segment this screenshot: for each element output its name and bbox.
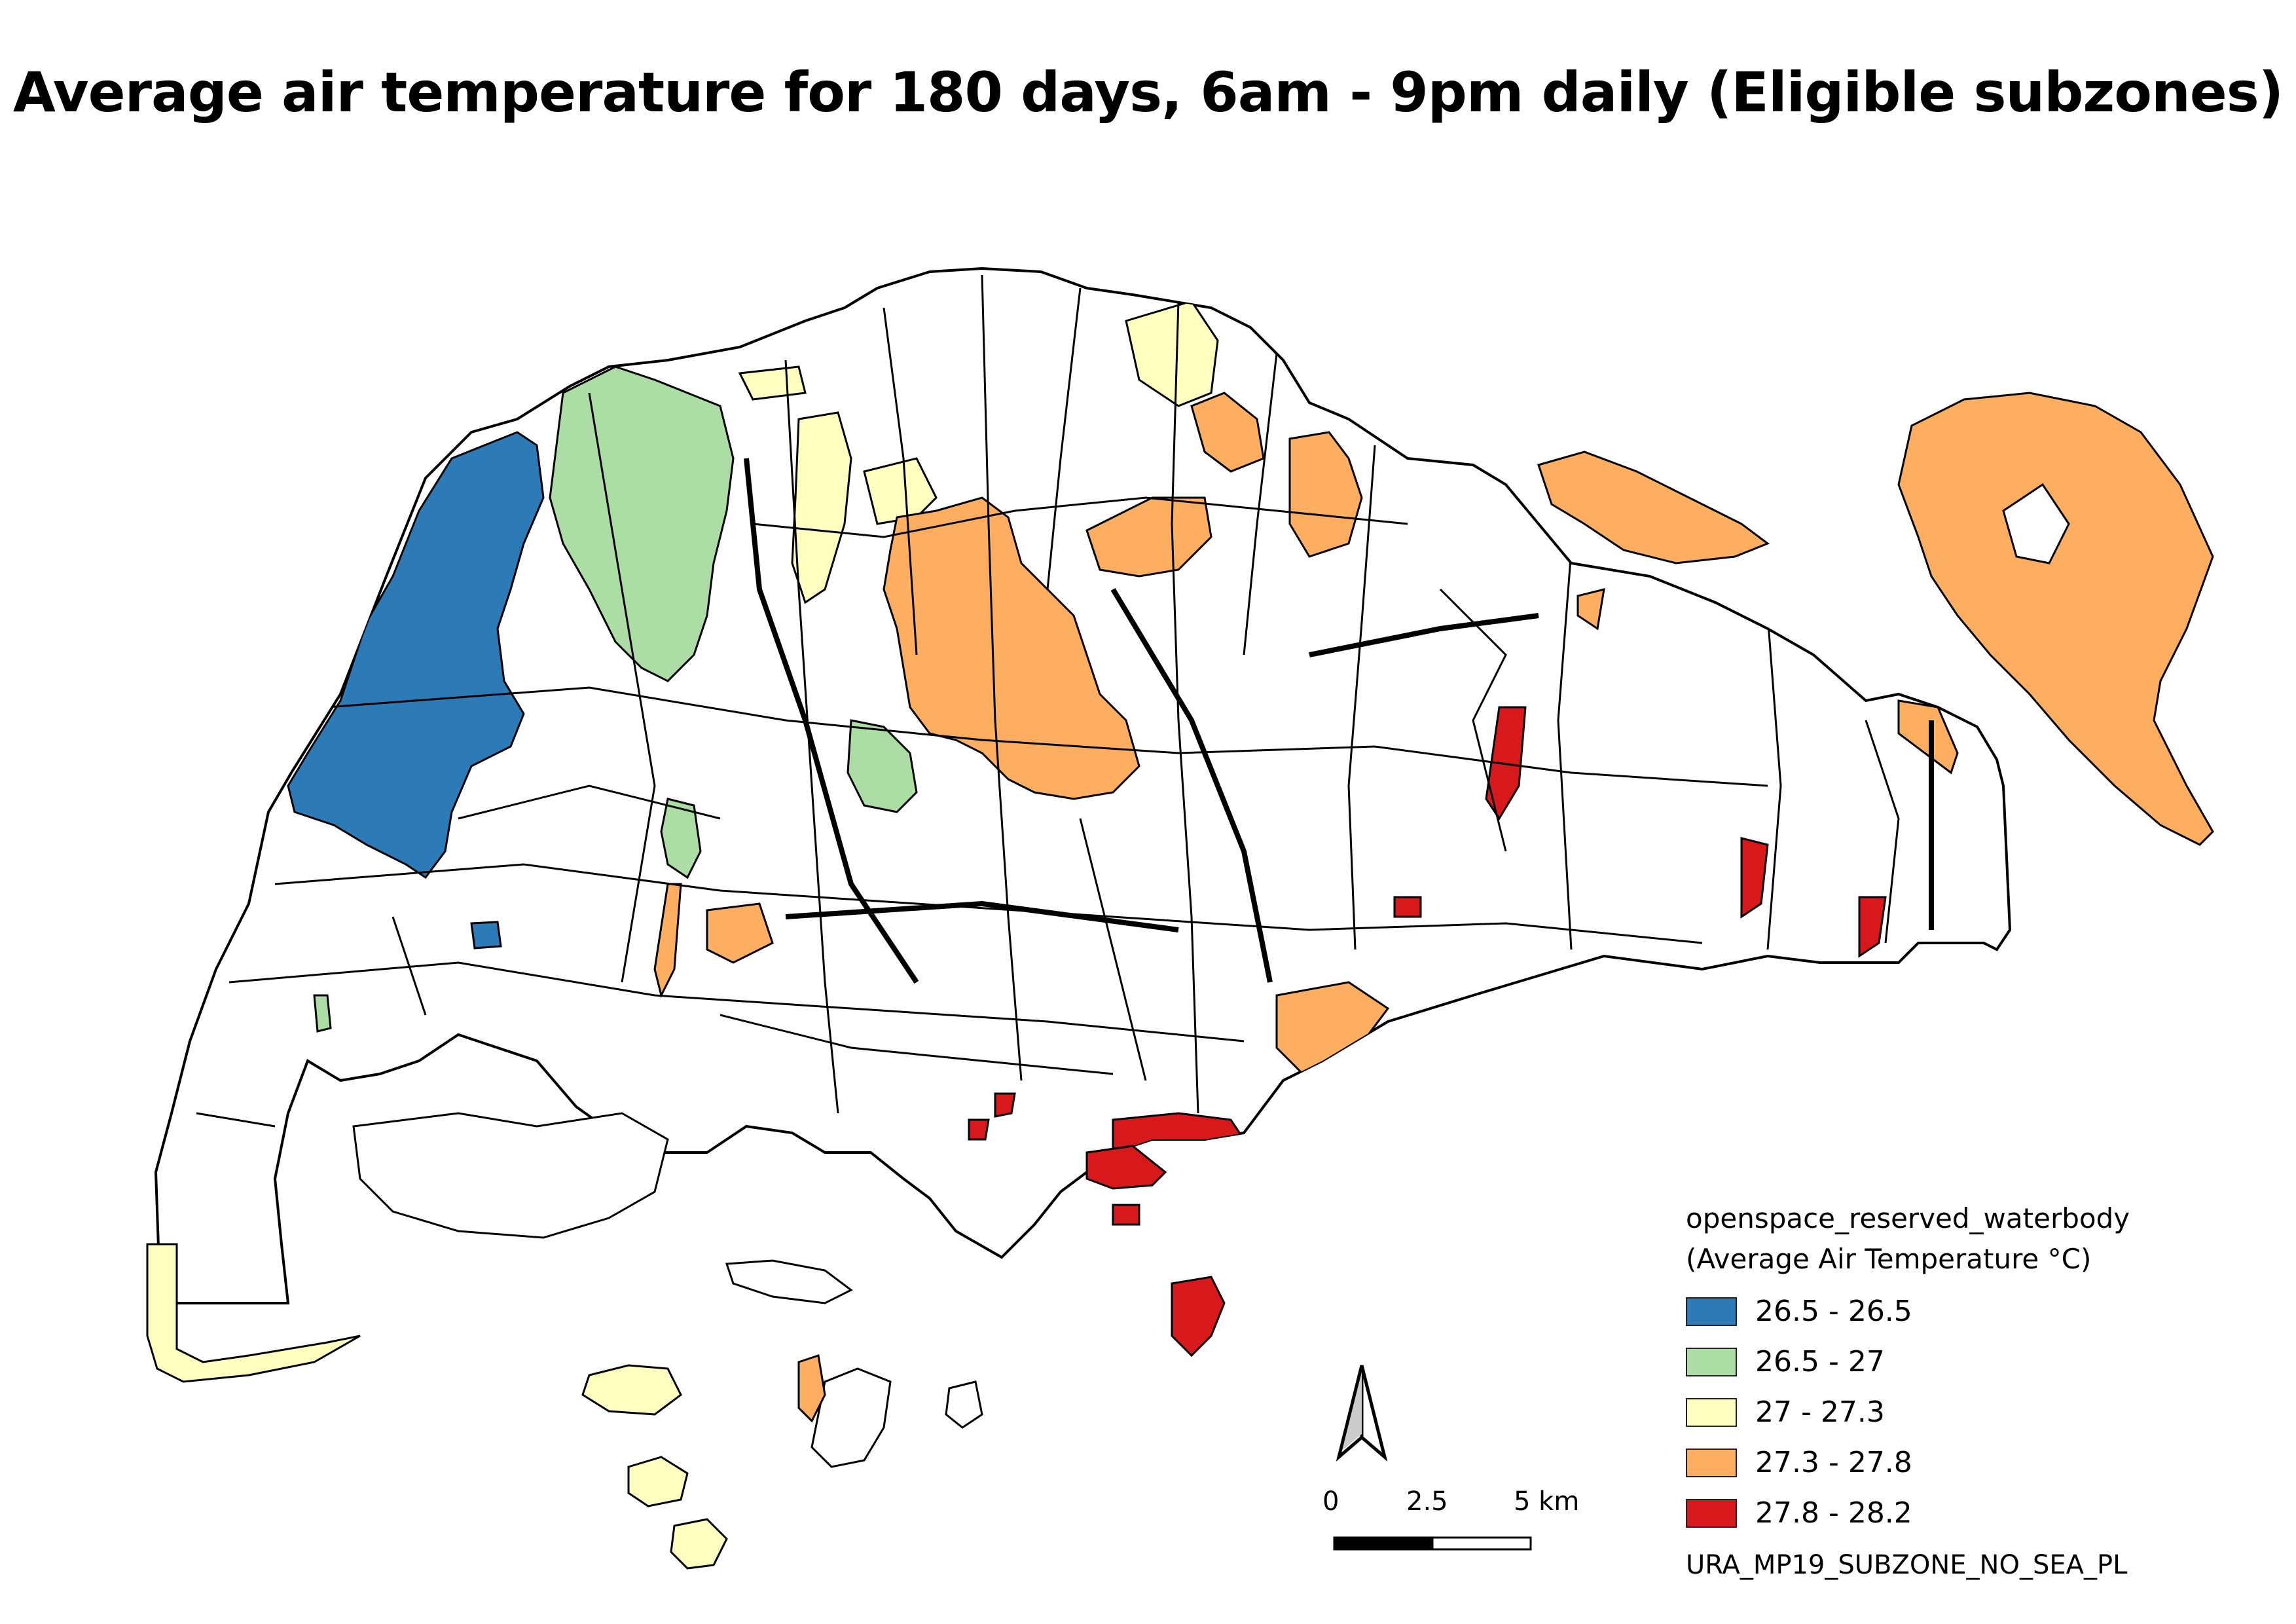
zone-red-south-west-small (994, 1092, 1016, 1118)
island-south-3 (945, 1380, 983, 1429)
zone-green-north-west (549, 365, 735, 682)
island-yellow-3 (670, 1518, 728, 1570)
island-tuas-yellow (146, 1243, 361, 1383)
zone-orange-west-1 (706, 902, 774, 964)
zone-red-east-small (1393, 896, 1422, 918)
island-red-sentosa (1085, 1145, 1167, 1190)
zone-red-changi-1 (1740, 837, 1769, 919)
legend-base-layer: URA_MP19_SUBZONE_NO_SEA_PL (1686, 1550, 2128, 1580)
legend-swatch (1686, 1297, 1737, 1326)
island-yellow-1 (581, 1364, 682, 1416)
legend-class-label: 26.5 - 26.5 (1755, 1295, 1912, 1328)
zone-orange-north-east-1 (1190, 392, 1265, 473)
legend-class-row: 27.3 - 27.8 (1686, 1437, 2262, 1488)
main-island-group (154, 267, 2012, 1304)
scale-label-5km: 5 km (1514, 1486, 1580, 1517)
legend-class-row: 26.5 - 27 (1686, 1337, 2262, 1387)
zone-yellow-north-1 (738, 365, 807, 401)
legend-swatch (1686, 1397, 1737, 1427)
scale-label-0: 0 (1322, 1486, 1339, 1517)
zone-yellow-north-3 (863, 457, 938, 525)
island-south-2 (811, 1367, 892, 1468)
zone-green-west-strip (660, 798, 702, 879)
legend-swatch (1686, 1347, 1737, 1376)
island-jurong (352, 1112, 669, 1239)
zone-orange-north-east-2 (1085, 496, 1212, 578)
island-red-south-2 (1112, 1204, 1140, 1226)
legend-class-label: 27 - 27.3 (1755, 1395, 1885, 1429)
legend-swatch (1686, 1498, 1737, 1528)
subzone-boundaries (196, 274, 1900, 1128)
zone-green-south-west (313, 994, 332, 1033)
island-pulau-ubin (1537, 451, 1770, 564)
north-arrow-icon (1336, 1365, 1388, 1462)
legend-class-row: 27 - 27.3 (1686, 1387, 2262, 1437)
island-yellow-2 (627, 1456, 689, 1507)
zone-orange-punggol (1288, 431, 1363, 558)
zone-blue-small (470, 921, 502, 950)
island-red-south-1 (1171, 1276, 1226, 1357)
island-pulau-tekong (1897, 392, 2214, 846)
legend-field-label: (Average Air Temperature °C) (1686, 1243, 2092, 1275)
legend-class-row: 26.5 - 26.5 (1686, 1286, 2262, 1337)
zone-blue-west-catchment (287, 431, 545, 879)
legend-class-label: 26.5 - 27 (1755, 1345, 1885, 1378)
legend-classes: 26.5 - 26.5 26.5 - 27 27 - 27.3 27.3 - 27.8… (1686, 1286, 2262, 1538)
scale-label-2-5: 2.5 (1406, 1486, 1448, 1517)
legend-layer-name: openspace_reserved_waterbody (1686, 1202, 2130, 1234)
scale-bar (1333, 1536, 1532, 1551)
island-orange-south (797, 1354, 826, 1423)
expressways (744, 458, 1934, 984)
legend-swatch (1686, 1448, 1737, 1477)
island-red-south-3 (968, 1118, 990, 1141)
zone-red-changi-2 (1858, 896, 1887, 958)
zone-orange-changi (1897, 699, 1959, 775)
legend-class-label: 27.3 - 27.8 (1755, 1446, 1912, 1479)
zone-orange-central-catchment (883, 496, 1140, 800)
zone-orange-tampines (1576, 587, 1605, 631)
zone-fills (287, 300, 1959, 1160)
legend-class-label: 27.8 - 28.2 (1755, 1496, 1912, 1530)
island-semakau (725, 1259, 853, 1304)
map-title: Average air temperature for 180 days, 6a… (12, 60, 2284, 124)
map-legend: openspace_reserved_waterbody (Average Ai… (1686, 1198, 2262, 1538)
zone-orange-west-2 (653, 883, 682, 999)
legend-class-row: 27.8 - 28.2 (1686, 1488, 2262, 1538)
tekong-lake (2002, 483, 2070, 564)
